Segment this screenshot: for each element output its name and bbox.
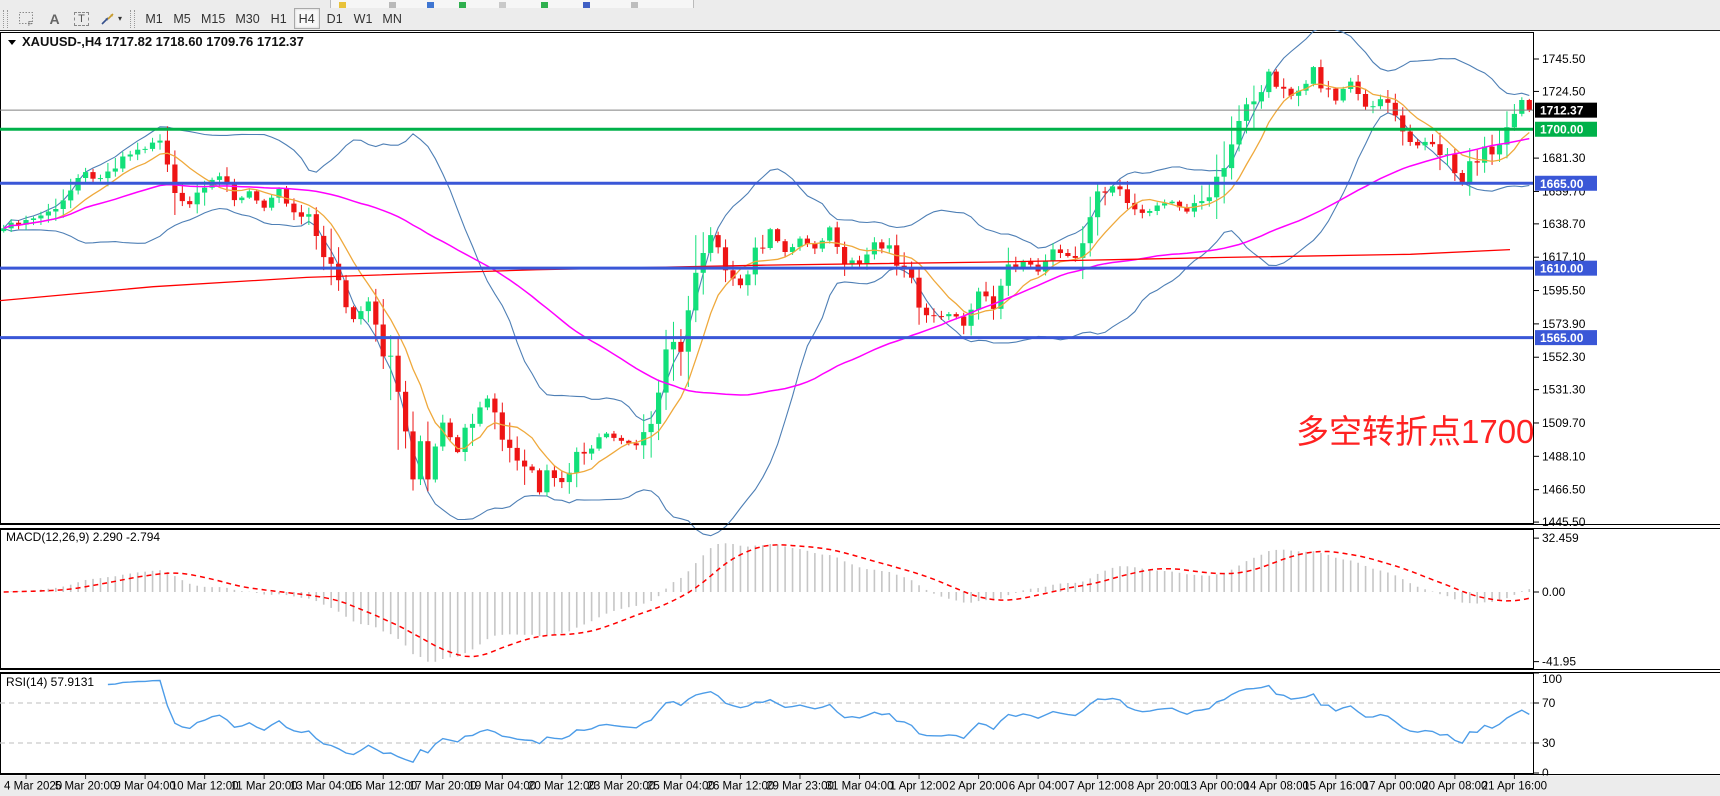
drawing-toolbar: F A T ▾ M1 M5 M15 M30 H1 H4 D1 W1 MN [0, 7, 407, 30]
svg-text:1681.30: 1681.30 [1542, 151, 1586, 165]
tf-button-M15[interactable]: M15 [197, 8, 229, 29]
svg-text:20 Mar 12:00: 20 Mar 12:00 [528, 781, 596, 793]
svg-text:100: 100 [1542, 672, 1562, 686]
text-a-icon: A [49, 10, 60, 27]
svg-text:6 Apr 04:00: 6 Apr 04:00 [1009, 781, 1068, 793]
svg-text:1712.37: 1712.37 [1540, 104, 1584, 118]
text-box-button[interactable]: T [69, 8, 94, 29]
tf-button-M30[interactable]: M30 [231, 8, 263, 29]
annotation-text: 多空转折点1700 [1296, 413, 1534, 450]
svg-text:0.00: 0.00 [1542, 585, 1566, 599]
icon-letter-f: F [28, 21, 32, 27]
clipped-icon [631, 2, 638, 8]
svg-text:4 Mar 2020: 4 Mar 2020 [4, 781, 62, 793]
svg-text:15 Apr 16:00: 15 Apr 16:00 [1303, 781, 1368, 793]
clipped-icon [541, 2, 548, 8]
svg-text:26 Mar 12:00: 26 Mar 12:00 [707, 781, 775, 793]
chevron-down-icon: ▾ [118, 14, 123, 23]
svg-text:7 Apr 12:00: 7 Apr 12:00 [1068, 781, 1127, 793]
tf-button-M5[interactable]: M5 [169, 8, 195, 29]
svg-text:14 Apr 08:00: 14 Apr 08:00 [1244, 781, 1309, 793]
svg-text:5 Mar 20:00: 5 Mar 20:00 [55, 781, 116, 793]
tf-button-D1[interactable]: D1 [322, 8, 348, 29]
timeframe-toolbar: M1 M5 M15 M30 H1 H4 D1 W1 MN [140, 8, 407, 29]
toolbar-grip[interactable] [130, 9, 136, 28]
svg-text:13 Mar 04:00: 13 Mar 04:00 [290, 781, 358, 793]
svg-text:31 Mar 04:00: 31 Mar 04:00 [826, 781, 894, 793]
svg-text:20 Apr 08:00: 20 Apr 08:00 [1422, 781, 1487, 793]
svg-text:1552.30: 1552.30 [1542, 350, 1586, 364]
text-box-icon: T [74, 11, 89, 26]
chart-title: XAUUSD-,H4 1717.82 1718.60 1709.76 1712.… [22, 34, 304, 49]
svg-text:10 Mar 12:00: 10 Mar 12:00 [171, 781, 239, 793]
svg-text:19 Mar 04:00: 19 Mar 04:00 [468, 781, 536, 793]
svg-text:9 Mar 04:00: 9 Mar 04:00 [114, 781, 175, 793]
svg-text:1565.00: 1565.00 [1540, 331, 1584, 345]
svg-text:8 Apr 20:00: 8 Apr 20:00 [1128, 781, 1187, 793]
rsi-label: RSI(14) 57.9131 [6, 675, 94, 689]
tf-button-W1[interactable]: W1 [350, 8, 377, 29]
svg-text:23 Mar 20:00: 23 Mar 20:00 [588, 781, 656, 793]
svg-text:1531.30: 1531.30 [1542, 383, 1586, 397]
svg-text:70: 70 [1542, 696, 1556, 710]
tf-button-H4[interactable]: H4 [293, 8, 320, 29]
svg-text:-41.95: -41.95 [1542, 655, 1576, 669]
svg-text:11 Mar 20:00: 11 Mar 20:00 [231, 781, 298, 793]
macd-label: MACD(12,26,9) 2.290 -2.794 [6, 530, 160, 544]
svg-text:1665.00: 1665.00 [1540, 177, 1584, 191]
clipped-icon [339, 2, 346, 8]
clipped-icon [583, 2, 590, 8]
tf-button-H1[interactable]: H1 [266, 8, 292, 29]
svg-text:1724.50: 1724.50 [1542, 84, 1586, 98]
svg-text:17 Apr 00:00: 17 Apr 00:00 [1363, 781, 1428, 793]
text-a-button[interactable]: A [42, 8, 67, 29]
arrows-button[interactable]: ▾ [96, 8, 126, 29]
svg-text:16 Mar 12:00: 16 Mar 12:00 [349, 781, 417, 793]
svg-text:21 Apr 16:00: 21 Apr 16:00 [1482, 781, 1547, 793]
svg-text:1745.50: 1745.50 [1542, 52, 1586, 66]
svg-text:1700.00: 1700.00 [1540, 123, 1584, 137]
toolbar: F A T ▾ M1 M5 M15 M30 H1 H4 D1 W1 MN [0, 0, 1720, 31]
tf-button-MN[interactable]: MN [378, 8, 405, 29]
svg-text:0: 0 [1542, 766, 1549, 780]
svg-text:32.459: 32.459 [1542, 531, 1579, 545]
crosshair-grid-icon[interactable]: F [14, 8, 40, 29]
svg-text:1445.50: 1445.50 [1542, 515, 1586, 529]
svg-text:1638.70: 1638.70 [1542, 217, 1586, 231]
svg-text:1610.00: 1610.00 [1540, 262, 1584, 276]
svg-text:30: 30 [1542, 736, 1556, 750]
svg-text:1488.10: 1488.10 [1542, 449, 1586, 463]
svg-text:1595.50: 1595.50 [1542, 284, 1586, 298]
svg-text:29 Mar 23:00: 29 Mar 23:00 [766, 781, 834, 793]
tf-button-M1[interactable]: M1 [141, 8, 167, 29]
svg-text:1509.70: 1509.70 [1542, 416, 1586, 430]
svg-text:1573.90: 1573.90 [1542, 317, 1586, 331]
clipped-icon [459, 2, 466, 8]
svg-text:1 Apr 12:00: 1 Apr 12:00 [890, 781, 949, 793]
svg-text:25 Mar 04:00: 25 Mar 04:00 [647, 781, 715, 793]
clipped-icon [389, 2, 396, 8]
chart-canvas[interactable]: 多空转折点1700 XAUUSD-,H4 1717.82 1718.60 1709… [0, 30, 1720, 796]
clipped-icon [499, 2, 506, 8]
arrows-icon [101, 12, 114, 25]
svg-text:1466.50: 1466.50 [1542, 483, 1586, 497]
clipped-icon [427, 2, 434, 8]
svg-text:13 Apr 00:00: 13 Apr 00:00 [1184, 781, 1249, 793]
clipped-toolbar-row [330, 0, 694, 8]
toolbar-grip[interactable] [3, 9, 8, 28]
svg-text:2 Apr 20:00: 2 Apr 20:00 [949, 781, 1008, 793]
svg-text:17 Mar 20:00: 17 Mar 20:00 [409, 781, 477, 793]
